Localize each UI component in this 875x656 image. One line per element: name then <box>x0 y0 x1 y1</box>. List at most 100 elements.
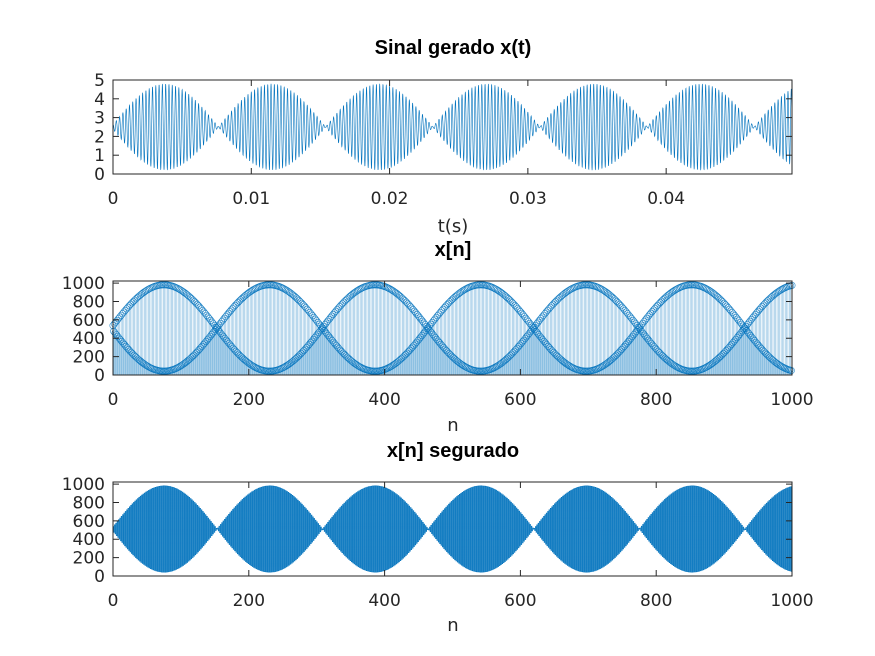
y-tick-label: 400 <box>73 530 105 550</box>
x-tick-label: 400 <box>368 390 400 410</box>
stem-marker <box>400 295 408 303</box>
stem-marker <box>506 296 514 304</box>
stem-marker <box>402 351 410 359</box>
stem-marker <box>711 357 719 365</box>
stem-marker <box>339 300 347 308</box>
stem-marker <box>290 291 298 299</box>
stem-marker <box>394 291 402 299</box>
stem-marker <box>182 358 190 366</box>
stem-marker <box>420 319 428 327</box>
x-tick-label: 0 <box>108 189 119 209</box>
stem-marker <box>185 292 193 300</box>
stem-marker <box>188 353 196 361</box>
stem-marker <box>508 350 516 358</box>
stem-marker <box>636 323 644 331</box>
stem-marker <box>236 352 244 360</box>
stem-marker <box>183 357 191 365</box>
stem-marker <box>187 354 195 362</box>
stem-marker <box>294 352 302 360</box>
data-marks <box>109 281 796 375</box>
subplot-title: x[n] <box>435 239 472 261</box>
y-tick-label: 1000 <box>62 274 105 294</box>
stem-marker <box>501 357 509 365</box>
stem-marker <box>631 329 639 337</box>
x-tick-label: 200 <box>233 390 265 410</box>
stem-marker <box>343 353 351 361</box>
stem-marker <box>660 294 668 302</box>
stem-marker <box>606 291 614 299</box>
subplot-signal-xt: Sinal gerado x(t) 0 0.01 0.02 0.03 0.04 0123… <box>94 37 793 237</box>
stem-marker <box>190 351 198 359</box>
stem-marker <box>710 358 718 366</box>
x-tick-label: 1000 <box>770 390 813 410</box>
stem-marker <box>184 291 192 299</box>
stem-marker <box>608 355 616 363</box>
stem-marker <box>344 294 352 302</box>
stem-marker <box>716 295 724 303</box>
stem-marker <box>126 347 134 355</box>
stem-marker <box>766 294 774 302</box>
stem-marker <box>719 298 727 306</box>
plot-border <box>112 481 793 577</box>
stem-marker <box>717 352 725 360</box>
stem-marker <box>764 352 772 360</box>
stem-marker <box>443 301 451 309</box>
stem-marker <box>611 296 619 304</box>
stem-marker <box>450 294 458 302</box>
x-tick-label: 800 <box>640 390 672 410</box>
stem-marker <box>395 357 403 365</box>
y-tick-label: 600 <box>73 311 105 331</box>
x-tick-label: 400 <box>368 591 400 611</box>
stem-marker <box>341 351 349 359</box>
y-tick-label: 5 <box>94 71 105 91</box>
x-axis-ticks: 0 200 400 600 800 1000 <box>108 281 814 410</box>
stem-marker <box>214 323 222 331</box>
stem-marker <box>613 350 621 358</box>
stem-marker <box>446 351 454 359</box>
stem-marker <box>233 300 241 308</box>
stem-marker <box>129 297 137 305</box>
stem-marker <box>444 348 452 356</box>
x-axis-label: t(s) <box>438 216 468 237</box>
stem-marker <box>239 354 247 362</box>
stem-marker <box>528 326 536 334</box>
stem-marker <box>607 292 615 300</box>
stem-marker <box>763 351 771 359</box>
stem-marker <box>613 297 621 305</box>
stem-marker <box>655 300 663 308</box>
stem-marker <box>609 294 617 302</box>
plot-border <box>112 79 793 175</box>
stem-marker <box>447 296 455 304</box>
subplot-title: x[n] segurado <box>387 440 519 462</box>
stem-marker <box>237 353 245 361</box>
stem-marker <box>761 300 769 308</box>
stem-marker <box>425 325 433 333</box>
stem-marker <box>317 322 325 330</box>
stem-marker <box>238 294 246 302</box>
stem-marker <box>656 299 664 307</box>
stem-marker <box>313 330 321 338</box>
stem-marker <box>239 293 247 301</box>
x-tick-label: 600 <box>504 390 536 410</box>
stem-marker <box>501 292 509 300</box>
stem-marker <box>500 291 508 299</box>
stem-marker <box>232 347 240 355</box>
stem-marker <box>712 291 720 299</box>
stem-marker <box>448 295 456 303</box>
stem-marker <box>293 354 301 362</box>
stem-marker <box>553 296 561 304</box>
stem-marker <box>762 298 770 306</box>
stem-marker <box>637 326 645 334</box>
stem-marker <box>292 355 300 363</box>
subplot-held-xn: x[n] segurado 0 200 400 600 800 1000 02004006… <box>62 440 814 636</box>
stem-marker <box>419 330 427 338</box>
stem-marker <box>444 299 452 307</box>
stem-marker <box>561 289 569 297</box>
stem-marker <box>290 356 298 364</box>
stem-marker <box>398 294 406 302</box>
stem-marker <box>288 358 296 366</box>
x-tick-label: 200 <box>233 591 265 611</box>
y-tick-label: 4 <box>94 90 105 110</box>
stem-marker <box>445 349 453 357</box>
stem-marker <box>446 298 454 306</box>
